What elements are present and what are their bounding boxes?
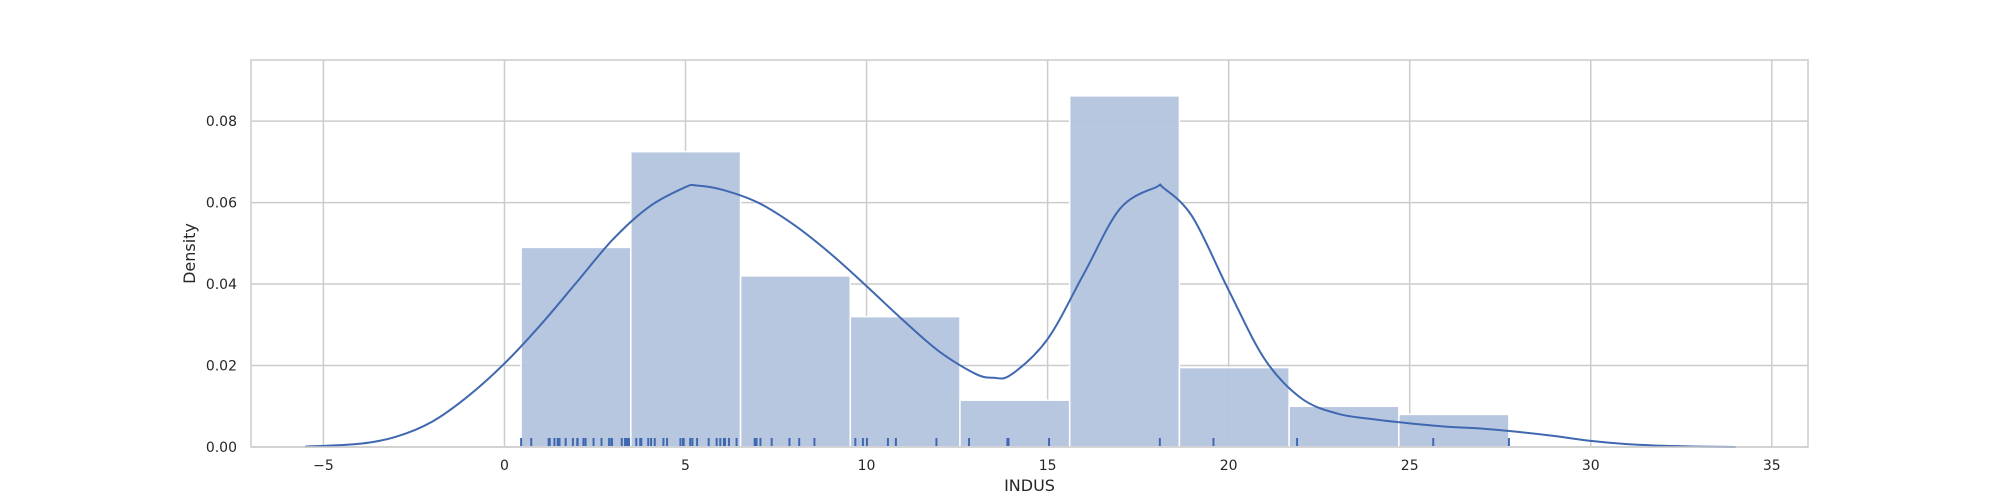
rug-marks <box>520 438 1510 446</box>
x-tick-label: 15 <box>1039 458 1057 474</box>
y-tick-label: 0.00 <box>206 440 237 456</box>
x-axis-label: INDUS <box>1004 476 1055 495</box>
histogram-bar <box>1178 366 1290 448</box>
x-tick-label: 0 <box>500 458 509 474</box>
x-tick-label: 20 <box>1220 458 1238 474</box>
x-tick-label: −5 <box>313 458 334 474</box>
x-tick-label: 5 <box>681 458 690 474</box>
y-axis-ticks: 0.00 0.02 0.04 0.06 0.08 <box>206 114 237 456</box>
y-tick-label: 0.06 <box>206 196 237 212</box>
plot-frame <box>250 59 1809 448</box>
histogram-bar <box>1398 413 1510 448</box>
histogram-bar <box>849 315 961 448</box>
histogram-bars <box>520 95 1510 448</box>
y-tick-label: 0.08 <box>206 114 237 130</box>
histogram-bar <box>520 246 632 448</box>
y-axis-label: Density <box>180 223 199 284</box>
x-tick-label: 10 <box>858 458 876 474</box>
histogram-bar <box>1068 95 1181 448</box>
plot-background <box>251 60 1808 447</box>
histogram-bar <box>1288 405 1400 448</box>
y-tick-label: 0.04 <box>206 277 237 293</box>
x-tick-label: 25 <box>1401 458 1419 474</box>
histogram-bar <box>630 150 742 448</box>
histogram-bar <box>739 275 852 448</box>
x-tick-label: 30 <box>1582 458 1600 474</box>
plot-area <box>250 59 1809 448</box>
x-tick-label: 35 <box>1763 458 1781 474</box>
y-tick-label: 0.02 <box>206 359 237 375</box>
histogram-bar <box>959 399 1071 448</box>
x-axis-ticks: −5 0 5 10 15 20 25 30 35 <box>313 458 1781 474</box>
kde-line <box>305 183 1736 448</box>
